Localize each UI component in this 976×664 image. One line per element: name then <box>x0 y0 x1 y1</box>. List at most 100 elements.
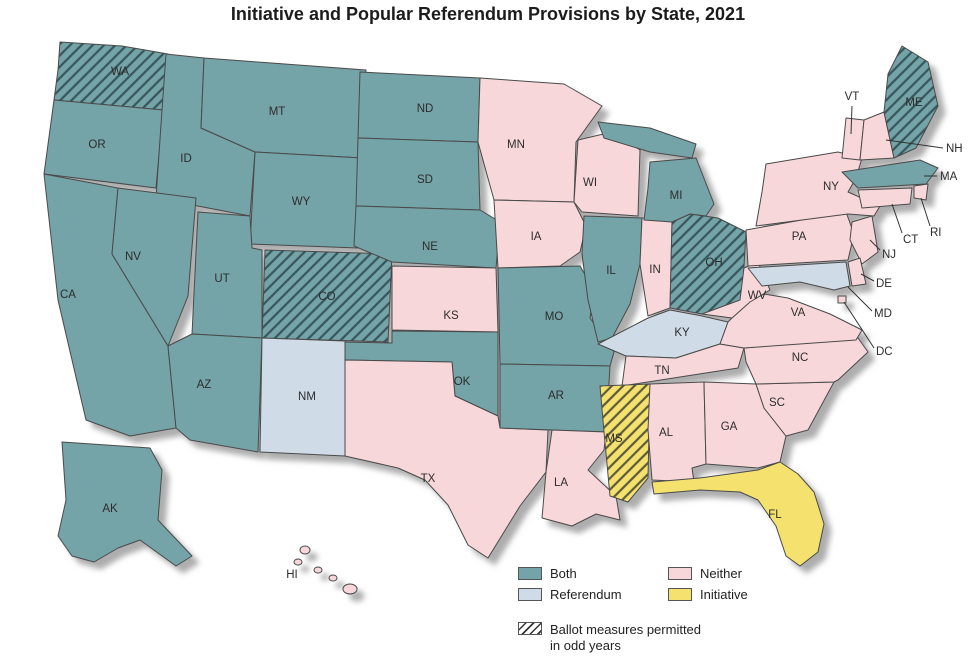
legend-swatch-referendum <box>518 587 542 601</box>
state-NY <box>755 151 881 227</box>
states-layer <box>43 41 939 595</box>
state-label-CT: CT <box>903 234 918 246</box>
state-OR <box>43 99 164 189</box>
state-label-AK: AK <box>102 503 118 515</box>
state-label-NY: NY <box>823 181 839 193</box>
legend-swatch-neither <box>668 567 692 581</box>
leader-line-DE <box>860 273 875 282</box>
leader-line-CT <box>891 203 903 234</box>
state-label-AZ: AZ <box>197 379 212 391</box>
state-label-MN: MN <box>507 139 525 151</box>
state-label-CA: CA <box>60 289 76 301</box>
state-label-MI: MI <box>670 190 683 202</box>
state-label-WY: WY <box>292 196 311 208</box>
state-label-IA: IA <box>531 231 542 243</box>
state-label-MS: MS <box>605 433 623 445</box>
state-label-UT: UT <box>214 273 229 285</box>
state-label-DC: DC <box>876 346 893 358</box>
state-label-MO: MO <box>545 311 564 323</box>
state-label-TN: TN <box>654 365 669 377</box>
legend: Both Neither Referendum Initiative <box>518 566 798 602</box>
state-label-IN: IN <box>649 264 661 276</box>
state-label-GA: GA <box>721 421 738 433</box>
figure-title: Initiative and Popular Referendum Provis… <box>230 4 746 24</box>
state-label-WV: WV <box>748 290 767 302</box>
state-HI-island <box>293 558 303 566</box>
state-label-NV: NV <box>125 251 141 263</box>
state-label-HI: HI <box>286 569 298 581</box>
state-HI-island <box>342 583 358 595</box>
state-label-KY: KY <box>674 327 690 339</box>
state-AL <box>647 381 707 483</box>
state-MI-lower <box>643 157 715 223</box>
legend-label-initiative: Initiative <box>700 586 748 602</box>
state-MI-upper <box>597 121 697 159</box>
state-label-DE: DE <box>876 278 892 290</box>
state-AZ <box>167 333 263 453</box>
state-label-WA: WA <box>111 66 129 78</box>
state-label-KS: KS <box>443 310 459 322</box>
state-NC <box>743 337 869 385</box>
state-CT <box>857 187 913 209</box>
legend-hatch-note-line2: in odd years <box>550 637 621 653</box>
state-KS <box>391 265 499 333</box>
leader-line-VT <box>850 105 853 135</box>
state-label-WI: WI <box>583 177 597 189</box>
state-FL <box>651 461 825 567</box>
state-CO <box>261 249 393 343</box>
state-label-OH: OH <box>705 257 722 269</box>
state-label-OK: OK <box>454 376 471 388</box>
state-DC <box>837 295 847 304</box>
state-label-RI: RI <box>930 227 942 239</box>
legend-swatch-both <box>518 567 542 581</box>
state-NJ <box>849 215 879 265</box>
legend-hatch-note-line1: Ballot measures permitted <box>550 622 702 637</box>
labels-layer: WA OR CA NV ID MT WY UT AZ NM CO ND SD N… <box>60 66 963 581</box>
state-label-NC: NC <box>792 352 809 364</box>
state-HI-island <box>299 545 311 555</box>
state-label-NJ: NJ <box>882 249 896 261</box>
state-label-MT: MT <box>269 106 286 118</box>
state-label-MD: MD <box>874 308 892 320</box>
legend-swatch-hatch <box>518 622 542 635</box>
legend-label-both: Both <box>550 566 577 581</box>
leader-line-MD <box>847 286 873 312</box>
legend-hatch-note: Ballot measures permitted in odd years <box>550 622 701 653</box>
state-label-MA: MA <box>940 171 958 183</box>
state-label-FL: FL <box>768 509 782 521</box>
legend-item-hatch: Ballot measures permitted in odd years <box>518 622 701 653</box>
state-label-ME: ME <box>905 97 923 109</box>
state-HI-island <box>313 566 323 574</box>
state-label-PA: PA <box>792 231 807 243</box>
legend-item-both: Both <box>518 566 668 582</box>
state-TX <box>344 359 549 559</box>
leader-line-NH <box>885 139 944 149</box>
state-MD <box>747 261 851 291</box>
state-label-NE: NE <box>422 241 438 253</box>
state-HI-island <box>328 574 338 582</box>
state-label-SC: SC <box>769 397 785 409</box>
state-label-VA: VA <box>791 307 806 319</box>
state-label-AL: AL <box>659 427 674 439</box>
state-label-CO: CO <box>318 291 335 303</box>
legend-item-initiative: Initiative <box>668 587 798 603</box>
state-MN <box>477 77 603 203</box>
state-label-LA: LA <box>554 477 568 489</box>
state-label-VT: VT <box>845 91 860 103</box>
legend-item-referendum: Referendum <box>518 587 668 603</box>
state-label-IL: IL <box>606 265 616 277</box>
state-label-NM: NM <box>298 391 316 403</box>
state-label-SD: SD <box>417 174 433 186</box>
state-label-TX: TX <box>421 473 436 485</box>
legend-label-referendum: Referendum <box>550 586 622 602</box>
state-AK <box>57 441 193 567</box>
legend-item-neither: Neither <box>668 566 798 582</box>
state-label-ND: ND <box>417 103 434 115</box>
state-label-ID: ID <box>180 153 192 165</box>
state-DE <box>847 257 867 287</box>
state-label-OR: OR <box>88 139 105 151</box>
state-RI <box>913 183 929 201</box>
state-label-AR: AR <box>548 390 564 402</box>
